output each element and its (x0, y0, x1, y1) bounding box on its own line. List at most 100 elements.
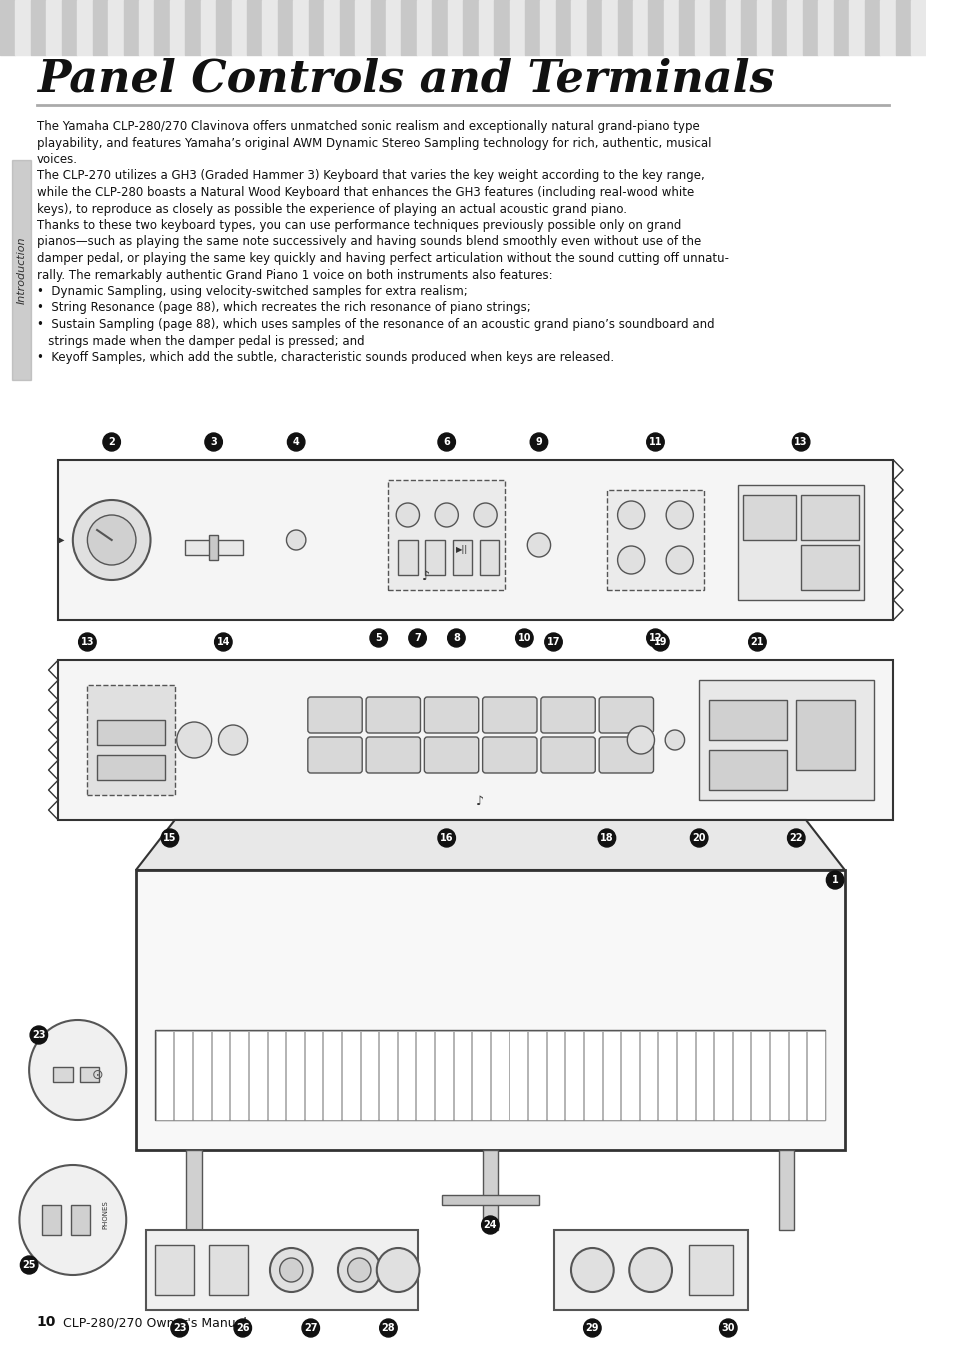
Bar (397, 1031, 415, 1120)
Bar (267, 1031, 285, 1120)
Circle shape (527, 534, 550, 557)
Bar (184, 540, 242, 555)
Circle shape (719, 1319, 737, 1337)
Bar (796, 700, 854, 770)
Circle shape (787, 830, 804, 847)
Circle shape (481, 1216, 498, 1233)
Text: Introduction: Introduction (16, 236, 27, 304)
Text: 14: 14 (216, 638, 230, 647)
Bar (416, 1031, 434, 1120)
Text: 5: 5 (375, 634, 382, 643)
Bar (553, 1229, 747, 1310)
Text: ♪: ♪ (476, 794, 483, 808)
Bar (482, 1150, 497, 1229)
FancyBboxPatch shape (424, 738, 478, 773)
Bar (123, 0, 139, 55)
Bar (528, 1031, 545, 1120)
Bar (454, 1031, 471, 1120)
FancyBboxPatch shape (540, 697, 595, 734)
Bar (848, 0, 863, 55)
Bar (304, 1031, 322, 1120)
Circle shape (437, 434, 455, 451)
Circle shape (395, 503, 419, 527)
Bar (386, 0, 401, 55)
Bar (432, 0, 447, 55)
Bar (216, 0, 232, 55)
Text: 16: 16 (439, 834, 453, 843)
Bar (539, 0, 556, 55)
Bar (277, 0, 294, 55)
Bar (71, 1205, 91, 1235)
Bar (494, 0, 509, 55)
Bar (802, 0, 818, 55)
Bar (212, 1031, 229, 1120)
Bar (694, 0, 709, 55)
Circle shape (447, 630, 465, 647)
Text: damper pedal, or playing the same key quickly and having perfect articulation wi: damper pedal, or playing the same key qu… (37, 253, 728, 265)
Text: 24: 24 (483, 1220, 497, 1229)
Bar (633, 0, 648, 55)
Circle shape (30, 1020, 126, 1120)
FancyBboxPatch shape (482, 697, 537, 734)
Text: 28: 28 (381, 1323, 395, 1333)
Bar (441, 1196, 538, 1205)
Text: 27: 27 (304, 1323, 317, 1333)
Bar (801, 544, 859, 590)
Circle shape (665, 546, 693, 574)
Bar (108, 0, 123, 55)
Bar (509, 1031, 527, 1120)
FancyBboxPatch shape (424, 697, 478, 734)
Text: 22: 22 (789, 834, 802, 843)
Bar (174, 1031, 192, 1120)
Bar (742, 494, 796, 540)
Circle shape (646, 630, 663, 647)
FancyBboxPatch shape (366, 697, 420, 734)
Bar (663, 0, 679, 55)
Circle shape (474, 503, 497, 527)
Bar (170, 0, 185, 55)
Bar (146, 1229, 417, 1310)
Circle shape (30, 1025, 48, 1044)
Bar (709, 0, 725, 55)
Circle shape (379, 1319, 396, 1337)
Text: 1: 1 (831, 875, 838, 885)
Bar (401, 0, 416, 55)
Bar (360, 1031, 377, 1120)
Bar (639, 1031, 657, 1120)
Text: 26: 26 (235, 1323, 250, 1333)
Bar (62, 0, 77, 55)
Bar (571, 0, 586, 55)
Bar (79, 1067, 99, 1082)
Bar (602, 1031, 619, 1120)
Circle shape (376, 1248, 419, 1292)
Text: 4: 4 (293, 436, 299, 447)
Bar (689, 1246, 733, 1296)
FancyBboxPatch shape (598, 697, 653, 734)
Bar (714, 1031, 731, 1120)
Circle shape (205, 434, 222, 451)
Text: 13: 13 (81, 638, 94, 647)
Bar (136, 870, 844, 1150)
Bar (617, 0, 633, 55)
Bar (247, 0, 262, 55)
Circle shape (233, 1319, 252, 1337)
Circle shape (617, 501, 644, 530)
Text: 21: 21 (750, 638, 763, 647)
Bar (154, 0, 170, 55)
Bar (806, 1031, 824, 1120)
Bar (232, 0, 247, 55)
Bar (524, 0, 539, 55)
Circle shape (161, 830, 178, 847)
Circle shape (629, 1248, 671, 1292)
Bar (601, 0, 617, 55)
Bar (309, 0, 324, 55)
Text: ♪: ♪ (422, 570, 430, 584)
Bar (355, 0, 370, 55)
Bar (58, 661, 892, 820)
Text: strings made when the damper pedal is pressed; and: strings made when the damper pedal is pr… (37, 335, 364, 347)
Bar (286, 1031, 303, 1120)
Circle shape (690, 830, 707, 847)
Bar (818, 0, 833, 55)
Bar (606, 490, 703, 590)
Text: 7: 7 (414, 634, 420, 643)
